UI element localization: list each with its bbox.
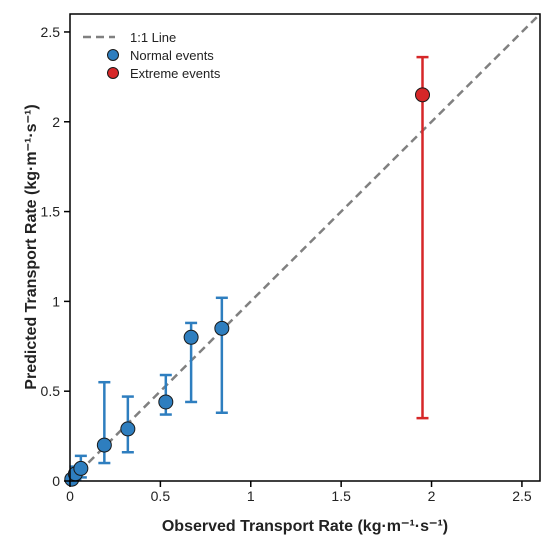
plot-frame bbox=[69, 13, 541, 482]
one-to-one-line bbox=[70, 14, 540, 481]
x-tick-label-2: 1 bbox=[247, 488, 255, 504]
y-tick-label-5: 2.5 bbox=[41, 24, 61, 40]
legend-label-0: Normal events bbox=[130, 48, 214, 63]
y-tick-label-2: 1 bbox=[52, 293, 60, 309]
x-tick-label-0: 0 bbox=[66, 488, 74, 504]
y-tick-label-0: 0 bbox=[52, 473, 60, 489]
legend-marker-1 bbox=[107, 67, 119, 79]
x-tick-label-3: 1.5 bbox=[331, 488, 351, 504]
legend-label-reference: 1:1 Line bbox=[130, 30, 176, 45]
normal-events-point-5 bbox=[158, 394, 174, 410]
x-tick-label-1: 0.5 bbox=[151, 488, 171, 504]
x-tick-label-5: 2.5 bbox=[512, 488, 532, 504]
normal-events-point-4 bbox=[120, 421, 136, 437]
x-axis-title: Observed Transport Rate (kg·m⁻¹·s⁻¹) bbox=[162, 518, 448, 535]
y-tick-label-1: 0.5 bbox=[41, 383, 61, 399]
normal-events-point-6 bbox=[183, 329, 199, 345]
normal-events-point-3 bbox=[96, 437, 112, 453]
x-tick-label-4: 2 bbox=[428, 488, 436, 504]
y-axis-title: Predicted Transport Rate (kg·m⁻¹·s⁻¹) bbox=[23, 104, 40, 389]
y-tick-label-4: 2 bbox=[52, 114, 60, 130]
legend: 1:1 Line Normal events Extreme events bbox=[83, 30, 221, 81]
extreme-events-point-0 bbox=[415, 87, 430, 103]
normal-events-point-7 bbox=[214, 320, 230, 336]
legend-label-1: Extreme events bbox=[130, 66, 221, 81]
legend-marker-0 bbox=[107, 49, 119, 61]
y-tick-label-3: 1.5 bbox=[41, 204, 61, 220]
normal-events-point-2 bbox=[73, 460, 89, 476]
